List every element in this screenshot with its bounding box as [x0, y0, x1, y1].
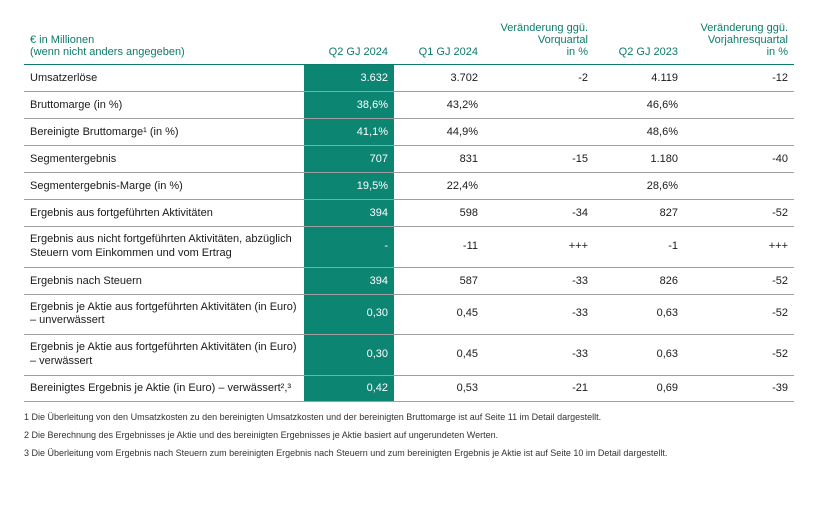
- table-row: Ergebnis aus fortgeführten Aktivitäten39…: [24, 200, 794, 227]
- cell-q2-2024: 41,1%: [304, 119, 394, 146]
- table-row: Ergebnis aus nicht fortgeführten Aktivit…: [24, 227, 794, 268]
- row-label: Umsatzerlöse: [24, 65, 304, 92]
- cell-qoq: -33: [484, 267, 594, 294]
- cell-q2-2023: 0,63: [594, 335, 684, 376]
- cell-yoy: -52: [684, 200, 794, 227]
- row-label: Ergebnis je Aktie aus fortgeführten Akti…: [24, 335, 304, 376]
- table-row: Segmentergebnis707831-151.180-40: [24, 146, 794, 173]
- cell-q2-2024: 707: [304, 146, 394, 173]
- cell-q2-2023: 46,6%: [594, 92, 684, 119]
- cell-q2-2023: 827: [594, 200, 684, 227]
- cell-q1-2024: -11: [394, 227, 484, 268]
- financial-table: € in Millionen (wenn nicht anders angege…: [24, 18, 794, 402]
- footnote: 3 Die Überleitung vom Ergebnis nach Steu…: [24, 448, 794, 460]
- cell-q2-2024: 0,30: [304, 335, 394, 376]
- cell-yoy: -39: [684, 375, 794, 402]
- cell-q2-2023: 48,6%: [594, 119, 684, 146]
- cell-q2-2024: 394: [304, 267, 394, 294]
- table-row: Ergebnis je Aktie aus fortgeführten Akti…: [24, 335, 794, 376]
- cell-q1-2024: 22,4%: [394, 173, 484, 200]
- cell-q2-2023: 0,69: [594, 375, 684, 402]
- header-col3-l1: Veränderung ggü.: [501, 22, 588, 34]
- cell-q2-2023: 28,6%: [594, 173, 684, 200]
- header-rowhead-l2: (wenn nicht anders angegeben): [30, 46, 185, 58]
- row-label: Bereinigte Bruttomarge¹ (in %): [24, 119, 304, 146]
- header-col3-l2: Vorquartal: [538, 34, 588, 46]
- footnotes: 1 Die Überleitung von den Umsatzkosten z…: [24, 412, 794, 459]
- cell-yoy: +++: [684, 227, 794, 268]
- cell-q2-2023: 0,63: [594, 294, 684, 335]
- cell-qoq: [484, 92, 594, 119]
- cell-yoy: [684, 119, 794, 146]
- cell-q2-2024: 0,42: [304, 375, 394, 402]
- row-label: Ergebnis nach Steuern: [24, 267, 304, 294]
- cell-qoq: -21: [484, 375, 594, 402]
- header-col3-l3: in %: [567, 46, 588, 58]
- cell-yoy: [684, 173, 794, 200]
- cell-q1-2024: 587: [394, 267, 484, 294]
- cell-q1-2024: 0,45: [394, 335, 484, 376]
- cell-yoy: [684, 92, 794, 119]
- row-label: Bereinigtes Ergebnis je Aktie (in Euro) …: [24, 375, 304, 402]
- cell-q1-2024: 44,9%: [394, 119, 484, 146]
- table-body: Umsatzerlöse3.6323.702-24.119-12Bruttoma…: [24, 65, 794, 402]
- table-row: Bruttomarge (in %)38,6%43,2% 46,6%: [24, 92, 794, 119]
- cell-yoy: -40: [684, 146, 794, 173]
- row-label: Ergebnis aus nicht fortgeführten Aktivit…: [24, 227, 304, 268]
- header-col1: Q2 GJ 2024: [304, 18, 394, 65]
- cell-q2-2024: -: [304, 227, 394, 268]
- cell-q1-2024: 0,45: [394, 294, 484, 335]
- cell-yoy: -52: [684, 267, 794, 294]
- cell-q2-2023: 826: [594, 267, 684, 294]
- table-row: Bereinigte Bruttomarge¹ (in %)41,1%44,9%…: [24, 119, 794, 146]
- header-col5-l3: in %: [767, 46, 788, 58]
- cell-qoq: -15: [484, 146, 594, 173]
- cell-q1-2024: 598: [394, 200, 484, 227]
- table-row: Bereinigtes Ergebnis je Aktie (in Euro) …: [24, 375, 794, 402]
- cell-q1-2024: 0,53: [394, 375, 484, 402]
- header-col5-l2: Vorjahresquartal: [708, 34, 788, 46]
- cell-qoq: [484, 173, 594, 200]
- header-col2: Q1 GJ 2024: [394, 18, 484, 65]
- row-label: Bruttomarge (in %): [24, 92, 304, 119]
- cell-yoy: -12: [684, 65, 794, 92]
- table-row: Umsatzerlöse3.6323.702-24.119-12: [24, 65, 794, 92]
- row-label: Ergebnis aus fortgeführten Aktivitäten: [24, 200, 304, 227]
- cell-q2-2023: -1: [594, 227, 684, 268]
- cell-q2-2023: 4.119: [594, 65, 684, 92]
- header-rowhead: € in Millionen (wenn nicht anders angege…: [24, 18, 304, 65]
- footnote: 1 Die Überleitung von den Umsatzkosten z…: [24, 412, 794, 424]
- cell-qoq: [484, 119, 594, 146]
- cell-qoq: -33: [484, 294, 594, 335]
- header-col5: Veränderung ggü. Vorjahresquartal in %: [684, 18, 794, 65]
- cell-q2-2024: 19,5%: [304, 173, 394, 200]
- cell-qoq: -33: [484, 335, 594, 376]
- footnote: 2 Die Berechnung des Ergebnisses je Akti…: [24, 430, 794, 442]
- header-col5-l1: Veränderung ggü.: [701, 22, 788, 34]
- header-rowhead-l1: € in Millionen: [30, 34, 94, 46]
- cell-q2-2024: 3.632: [304, 65, 394, 92]
- cell-q2-2023: 1.180: [594, 146, 684, 173]
- cell-yoy: -52: [684, 294, 794, 335]
- table-row: Ergebnis nach Steuern394587-33826-52: [24, 267, 794, 294]
- cell-yoy: -52: [684, 335, 794, 376]
- cell-q2-2024: 0,30: [304, 294, 394, 335]
- cell-q2-2024: 38,6%: [304, 92, 394, 119]
- cell-qoq: -2: [484, 65, 594, 92]
- row-label: Ergebnis je Aktie aus fortgeführten Akti…: [24, 294, 304, 335]
- table-row: Ergebnis je Aktie aus fortgeführten Akti…: [24, 294, 794, 335]
- cell-q1-2024: 43,2%: [394, 92, 484, 119]
- row-label: Segmentergebnis: [24, 146, 304, 173]
- header-col4: Q2 GJ 2023: [594, 18, 684, 65]
- cell-qoq: +++: [484, 227, 594, 268]
- header-col3: Veränderung ggü. Vorquartal in %: [484, 18, 594, 65]
- cell-q2-2024: 394: [304, 200, 394, 227]
- cell-qoq: -34: [484, 200, 594, 227]
- row-label: Segmentergebnis-Marge (in %): [24, 173, 304, 200]
- table-row: Segmentergebnis-Marge (in %)19,5%22,4% 28…: [24, 173, 794, 200]
- cell-q1-2024: 831: [394, 146, 484, 173]
- cell-q1-2024: 3.702: [394, 65, 484, 92]
